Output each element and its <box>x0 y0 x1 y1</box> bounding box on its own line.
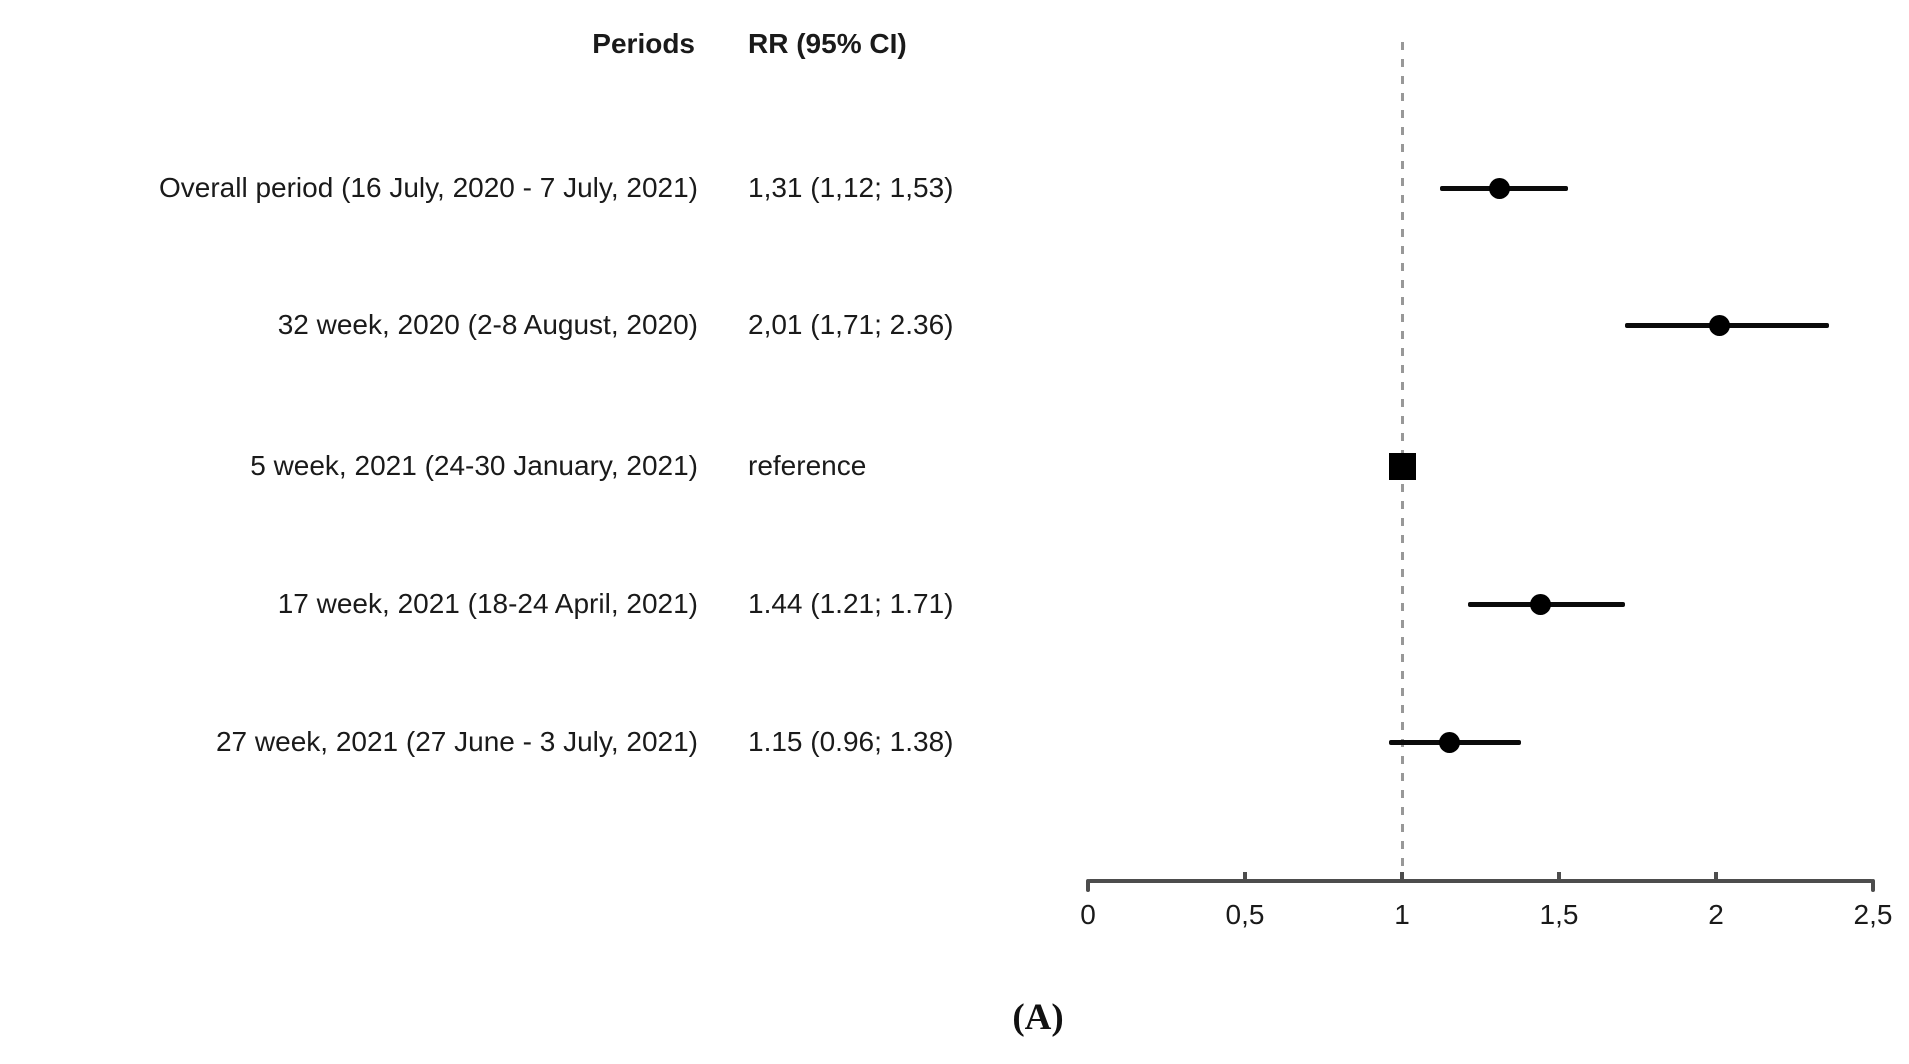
x-axis-tick-label: 1 <box>1394 899 1410 930</box>
x-axis-tick-label: 2 <box>1708 899 1724 930</box>
row-label-week5-2021: 5 week, 2021 (24-30 January, 2021) <box>250 450 698 481</box>
x-axis-tick <box>1714 872 1718 880</box>
row-label-overall-period: Overall period (16 July, 2020 - 7 July, … <box>158 172 698 203</box>
row-value-week27-2021: 1.15 (0.96; 1.38) <box>748 726 954 757</box>
row-value-overall-period: 1,31 (1,12; 1,53) <box>748 172 954 203</box>
row-value-week32-2020: 2,01 (1,71; 2.36) <box>748 309 954 340</box>
x-axis-tick <box>1400 872 1404 880</box>
x-axis-tick <box>1243 872 1247 880</box>
row-value-week17-2021: 1.44 (1.21; 1.71) <box>748 588 954 619</box>
x-axis-endcap <box>1871 879 1875 892</box>
x-axis-tick-label: 2,5 <box>1853 899 1893 930</box>
row-label-week32-2020: 32 week, 2020 (2-8 August, 2020) <box>277 309 698 340</box>
column-header-rr: RR (95% CI) <box>748 28 907 59</box>
point-estimate-dot <box>1488 177 1510 199</box>
row-label-week17-2021: 17 week, 2021 (18-24 April, 2021) <box>277 588 698 619</box>
point-estimate-square <box>1388 452 1416 480</box>
x-axis-endcap <box>1086 879 1090 892</box>
x-axis-tick-label: 0,5 <box>1225 899 1265 930</box>
panel-label: (A) <box>1012 997 1064 1038</box>
x-axis-tick-label: 1,5 <box>1539 899 1579 930</box>
x-axis-tick-label: 0 <box>1080 899 1096 930</box>
point-estimate-dot <box>1529 593 1551 615</box>
x-axis-line <box>1088 879 1873 883</box>
point-estimate-dot <box>1438 731 1460 753</box>
row-value-week5-2021: reference <box>748 450 867 481</box>
column-header-periods: Periods <box>592 28 695 59</box>
row-label-week27-2021: 27 week, 2021 (27 June - 3 July, 2021) <box>215 726 698 757</box>
point-estimate-dot <box>1708 314 1730 336</box>
x-axis-tick <box>1557 872 1561 880</box>
